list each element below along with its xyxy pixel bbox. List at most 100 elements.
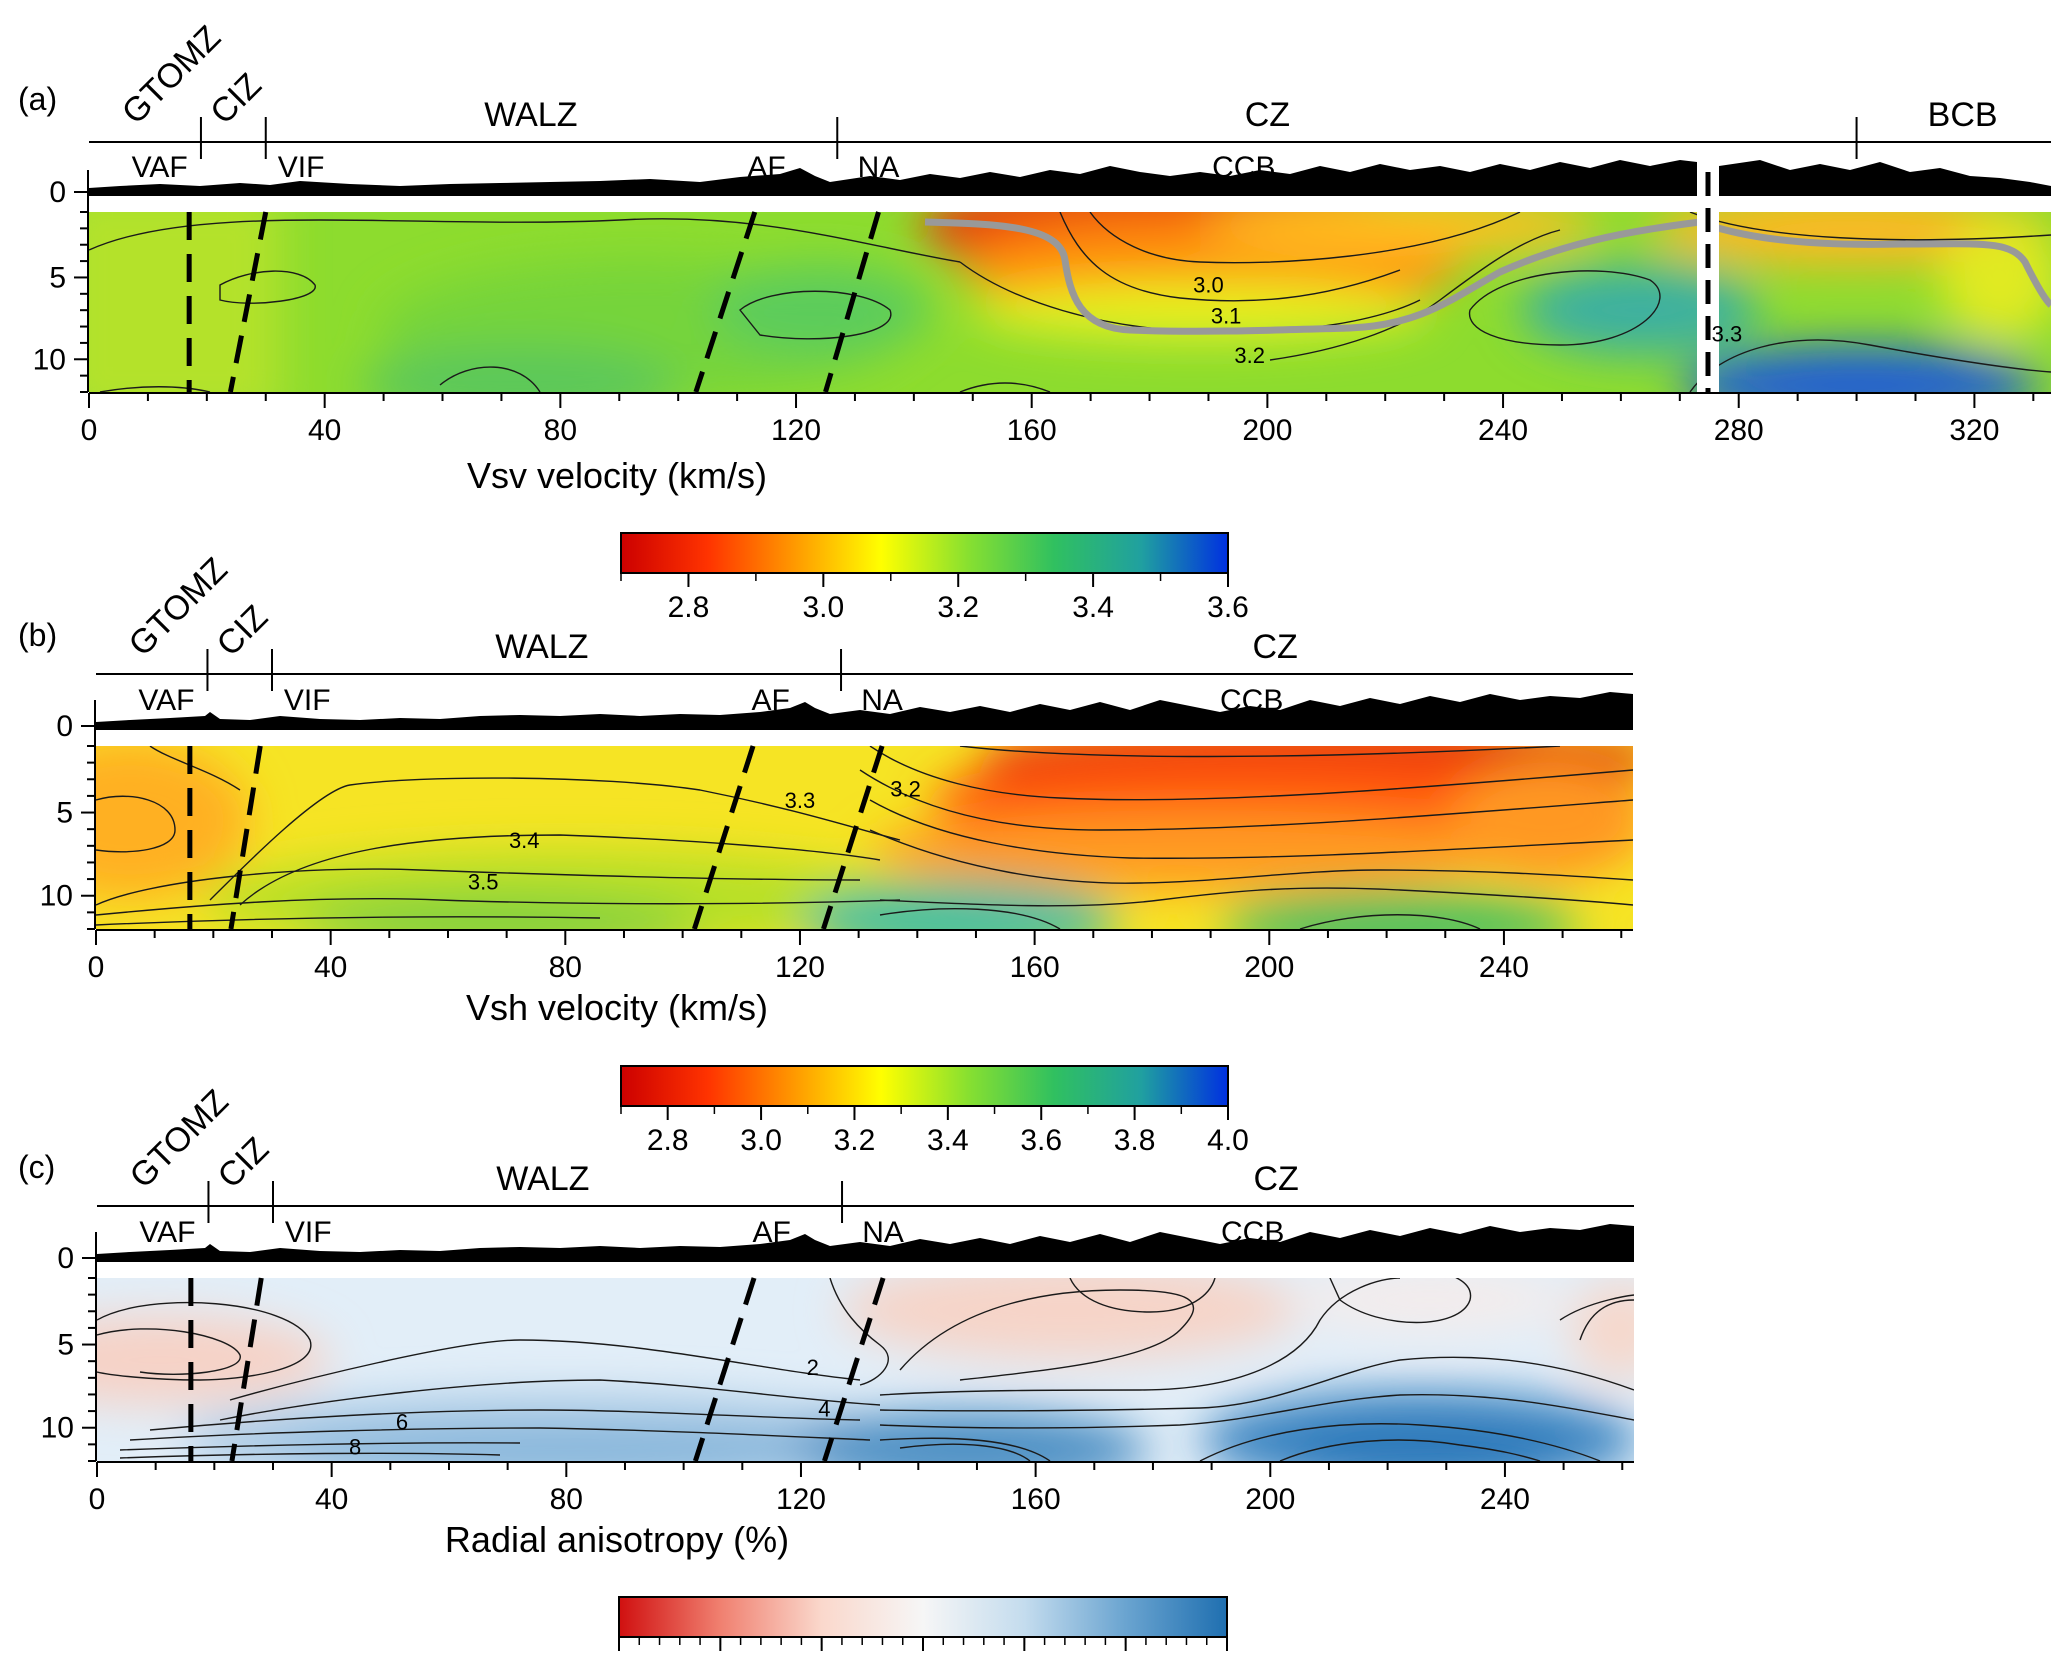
fault-line	[691, 745, 756, 930]
marker-ccb: CCB	[1220, 684, 1283, 717]
x-axis-a: 0 40 80 120 160 200 240 280 320	[81, 392, 2051, 447]
zone-label-cz: CZ	[1253, 1160, 1298, 1198]
contour-label: 2	[807, 1355, 819, 1380]
zone-label-walz: WALZ	[496, 1160, 589, 1198]
x-tick-label-c: 80	[550, 1483, 583, 1516]
colorbar-tick-label: −5	[805, 1655, 839, 1660]
x-axis-title-c: Radial anisotropy (%)	[445, 1519, 789, 1560]
grey-contour-a-right	[1717, 224, 2051, 308]
contour-label: 3.2	[890, 776, 921, 801]
panel-label-b: (b)	[18, 617, 57, 653]
zone-label-walz: WALZ	[495, 628, 588, 666]
zone-label-cz: CZ	[1245, 96, 1290, 134]
x-tick-label-c: 120	[776, 1483, 826, 1516]
faults-c	[188, 1277, 886, 1462]
marker-af: AF	[751, 684, 789, 717]
colorbar-b: 2.8 3.0 3.2 3.4 3.6 3.8 4.0	[620, 1065, 1249, 1157]
zone-label-walz: WALZ	[484, 96, 577, 134]
marker-na: NA	[862, 1216, 904, 1249]
panel-b: (b)	[18, 550, 1633, 1157]
colorbar-gradient-c	[618, 1596, 1228, 1638]
colorbar-tick-label: 3.6	[1207, 591, 1249, 624]
contour-labels-c: 2 4 6 8	[349, 1355, 831, 1460]
zone-label-ciz: CIZ	[210, 598, 276, 664]
fault-line	[227, 211, 269, 393]
colorbar-tick-label: −15	[594, 1655, 645, 1660]
x-tick-label-b: 120	[775, 951, 825, 984]
contour-labels-b: 3.2 3.3 3.4 3.5	[468, 776, 921, 894]
x-tick-label-b: 160	[1010, 951, 1060, 984]
x-tick-label-c: 0	[89, 1483, 106, 1516]
x-axis-b: 0 40 80 120 160 200 240	[88, 929, 1633, 984]
y-tick-label-a: 5	[49, 261, 66, 294]
contour-label: 8	[349, 1435, 361, 1460]
marker-na: NA	[858, 151, 900, 184]
y-tick-label-b: 10	[40, 880, 73, 913]
x-tick-label-b: 40	[314, 951, 347, 984]
marker-vaf: VAF	[138, 684, 194, 717]
x-tick-label-b: 200	[1244, 951, 1294, 984]
marker-ccb: CCB	[1221, 1216, 1284, 1249]
colorbar-tick-label: 3.2	[937, 591, 979, 624]
marker-vif: VIF	[284, 684, 331, 717]
colorbar-tick-label: 15	[1210, 1655, 1243, 1660]
x-tick-label-a: 120	[771, 414, 821, 447]
y-axis-a: 0 5 10	[33, 170, 89, 393]
contours-c	[97, 1278, 1634, 1461]
marker-ccb: CCB	[1212, 151, 1275, 184]
fault-line	[693, 211, 758, 393]
x-tick-label-a: 240	[1478, 414, 1528, 447]
panel-label-a: (a)	[18, 81, 57, 117]
x-tick-label-c: 200	[1245, 1483, 1295, 1516]
y-tick-label-c: 10	[41, 1412, 74, 1445]
faults-a	[186, 211, 881, 393]
colorbar-gradient-a	[620, 532, 1229, 574]
x-tick-label-a: 200	[1242, 414, 1292, 447]
fault-line	[229, 1277, 264, 1462]
zone-label-gtomz: GTOMZ	[115, 18, 228, 131]
fault-line	[822, 1277, 886, 1462]
contours-a	[89, 212, 2051, 392]
y-tick-label-c: 0	[57, 1242, 74, 1275]
x-axis-c: 0 40 80 120 160 200 240	[89, 1461, 1634, 1516]
x-tick-label-a: 160	[1007, 414, 1057, 447]
marker-af: AF	[752, 1216, 790, 1249]
fault-line	[228, 745, 263, 930]
contour-label: 6	[396, 1410, 408, 1435]
colorbar-tick-label: 3.4	[1072, 591, 1114, 624]
y-tick-label-a: 10	[33, 343, 66, 376]
panel-label-c: (c)	[18, 1149, 55, 1185]
colorbar-tick-label: 3.2	[834, 1124, 876, 1157]
x-tick-label-a: 320	[1949, 414, 1999, 447]
topography-a	[89, 160, 2051, 196]
zone-label-gtomz: GTOMZ	[123, 1082, 236, 1195]
y-axis-c: 0 5 10	[41, 1232, 97, 1462]
colorbar-tick-label: 3.4	[927, 1124, 969, 1157]
zone-label-bcb: BCB	[1928, 96, 1998, 134]
marker-af: AF	[747, 151, 785, 184]
colorbar-tick-label: 0	[915, 1655, 932, 1660]
zone-label-gtomz: GTOMZ	[122, 550, 235, 663]
colorbar-tick-label: 3.6	[1020, 1124, 1062, 1157]
x-tick-label-a: 80	[544, 414, 577, 447]
colorbar-gradient-b	[620, 1065, 1229, 1107]
marker-vif: VIF	[278, 151, 325, 184]
contour-labels-a: 3.0 3.1 3.2 3.3	[1193, 273, 1742, 368]
y-tick-label-b: 0	[56, 710, 73, 743]
x-tick-label-b: 80	[549, 951, 582, 984]
x-tick-label-c: 40	[315, 1483, 348, 1516]
x-tick-label-a: 280	[1714, 414, 1764, 447]
heatmap-b	[96, 746, 1633, 929]
heatmap-a	[89, 212, 2051, 392]
panel-c: (c)	[18, 1082, 1634, 1660]
zone-label-ciz: CIZ	[203, 66, 269, 132]
marker-vaf: VAF	[139, 1216, 195, 1249]
grey-contour-a-left	[924, 218, 1708, 335]
topography-c	[97, 1224, 1634, 1262]
x-axis-title-b: Vsh velocity (km/s)	[466, 987, 768, 1028]
colorbar-tick-label: 3.8	[1114, 1124, 1156, 1157]
marker-vif: VIF	[285, 1216, 332, 1249]
